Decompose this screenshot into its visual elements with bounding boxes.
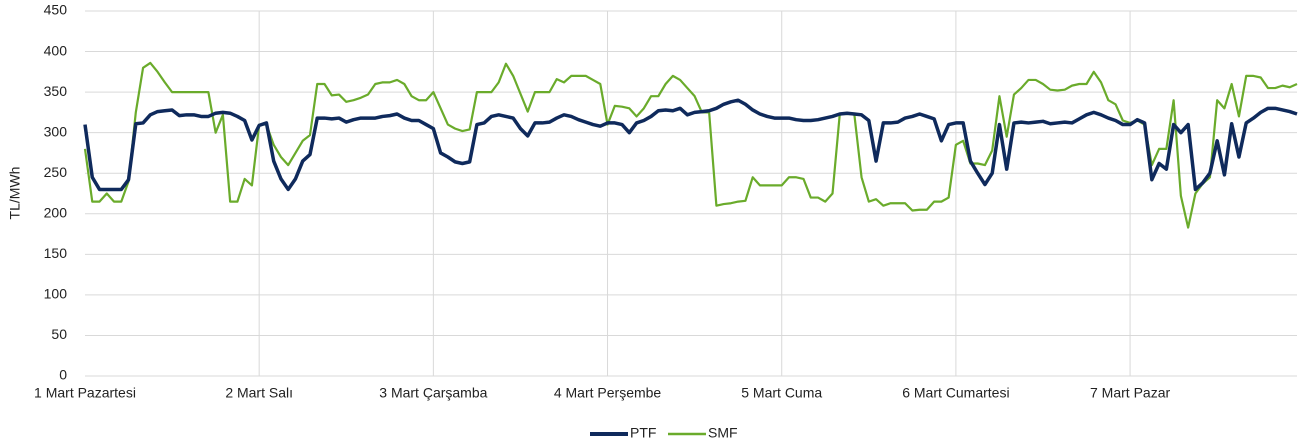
line-series <box>83 98 1298 192</box>
line-series <box>83 61 1298 229</box>
y-tick-label: 400 <box>44 42 68 58</box>
x-tick-label: 6 Mart Cumartesi <box>902 385 1009 401</box>
x-tick-label: 2 Mart Salı <box>225 385 293 401</box>
y-tick-label: 250 <box>44 164 68 180</box>
y-tick-label: 100 <box>44 286 68 302</box>
y-tick-label: 50 <box>51 326 67 342</box>
y-tick-label: 300 <box>44 123 68 139</box>
legend-label: SMF <box>708 425 738 441</box>
x-tick-label: 7 Mart Pazar <box>1090 385 1170 401</box>
y-tick-label: 450 <box>44 2 68 18</box>
legend-label: PTF <box>630 425 656 441</box>
x-tick-label: 3 Mart Çarşamba <box>379 385 487 401</box>
y-axis-title: TL/MWh <box>7 167 23 220</box>
x-tick-label: 5 Mart Cuma <box>741 385 822 401</box>
x-tick-label: 1 Mart Pazartesi <box>34 385 136 401</box>
y-tick-label: 150 <box>44 245 68 261</box>
y-tick-label: 200 <box>44 204 68 220</box>
y-tick-label: 350 <box>44 83 68 99</box>
y-tick-label: 0 <box>59 367 67 383</box>
x-tick-label: 4 Mart Perşembe <box>554 385 662 401</box>
